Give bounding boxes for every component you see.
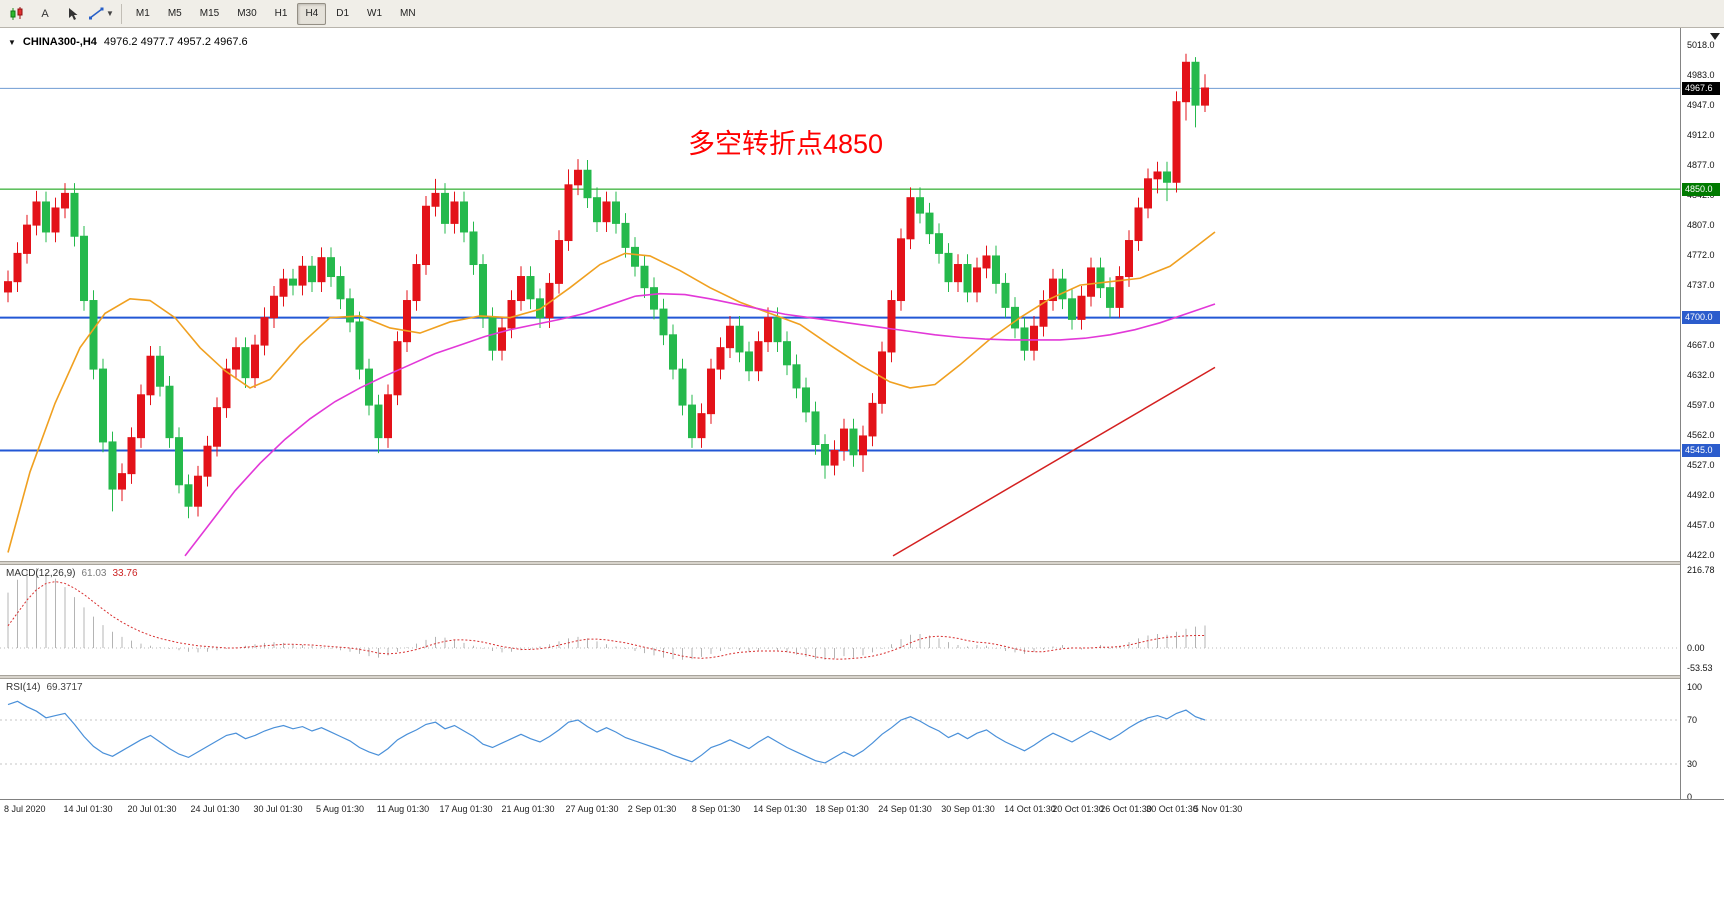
price-tick: 4737.0	[1687, 280, 1715, 291]
time-tick: 20 Jul 01:30	[127, 804, 177, 814]
timeframe-button-M5[interactable]: M5	[167, 8, 182, 19]
text-tool-button[interactable]: A	[32, 2, 58, 26]
price-tick: 4422.0	[1687, 550, 1715, 561]
rsi-axis-tick: 100	[1687, 682, 1703, 692]
macd-signal-value: 33.76	[112, 568, 138, 579]
timeframe-group: M1 M5 M15 M30 H1 H4 D1 W1 MN	[127, 2, 425, 25]
time-tick: 30 Oct 01:30	[1146, 804, 1198, 814]
macd-label: MACD(12,26,9) 61.03 33.76	[6, 568, 138, 579]
macd-axis-tick: 216.78	[1687, 565, 1715, 575]
time-tick: 5 Aug 01:30	[315, 804, 365, 814]
price-tick: 4667.0	[1687, 340, 1715, 351]
price-tick: 4912.0	[1687, 130, 1715, 141]
chevron-down-icon: ▼	[106, 9, 114, 18]
timeframe-button-M15[interactable]: M15	[199, 8, 220, 19]
macd-axis-tick: -53.53	[1687, 662, 1713, 673]
time-axis[interactable]: 8 Jul 2020 14 Jul 01:30 20 Jul 01:30 24 Jul…	[0, 799, 1724, 820]
macd-canvas	[0, 568, 1680, 660]
time-tick: 30 Sep 01:30	[941, 804, 995, 814]
time-tick: 30 Jul 01:30	[253, 804, 303, 814]
rsi-pane[interactable]: RSI(14) 69.3717	[0, 679, 1680, 799]
chart-title: ▼ CHINA300-,H4 4976.2 4977.7 4957.2 4967…	[8, 36, 248, 48]
timeframe-button-H4[interactable]: H4	[297, 2, 327, 25]
rsi-axis-tick: 0	[1687, 792, 1693, 802]
main-chart-pane[interactable]: ▼ CHINA300-,H4 4976.2 4977.7 4957.2 4967…	[0, 28, 1680, 561]
timeframe-button-W1[interactable]: W1	[367, 8, 383, 19]
time-tick: 2 Sep 01:30	[627, 804, 677, 814]
pane-resize-handle[interactable]	[0, 675, 1724, 679]
rsi-canvas	[0, 700, 1680, 765]
rsi-value: 69.3717	[46, 682, 83, 693]
time-tick: 8 Sep 01:30	[691, 804, 741, 814]
rsi-axis-tick: 70	[1687, 715, 1698, 725]
time-tick: 27 Aug 01:30	[565, 804, 619, 814]
cursor-tool-button[interactable]	[60, 2, 86, 26]
ohlc-values: 4976.2 4977.7 4957.2 4967.6	[103, 36, 248, 48]
toolbar-separator	[120, 3, 122, 24]
price-tick: 4562.0	[1687, 430, 1715, 441]
rsi-name: RSI(14)	[6, 682, 41, 693]
time-tick: 21 Aug 01:30	[501, 804, 555, 814]
price-tick: 4772.0	[1687, 250, 1715, 261]
chart-shift-icon[interactable]	[1710, 33, 1720, 40]
time-tick: 14 Jul 01:30	[63, 804, 113, 814]
rsi-label: RSI(14) 69.3717	[6, 682, 83, 693]
macd-axis-tick: 0.00	[1687, 643, 1705, 653]
timeframe-button-MN[interactable]: MN	[400, 8, 416, 19]
timeframe-button-M1[interactable]: M1	[135, 8, 150, 19]
timeframe-button-D1[interactable]: D1	[336, 8, 350, 19]
chart-text-annotation[interactable]: 多空转折点4850	[688, 129, 884, 159]
time-tick: 24 Jul 01:30	[190, 804, 240, 814]
price-tick: 4807.0	[1687, 220, 1715, 231]
price-tick: 4492.0	[1687, 490, 1715, 501]
price-tick: 4527.0	[1687, 460, 1715, 471]
price-tick: 5018.0	[1687, 39, 1715, 50]
time-tick: 14 Sep 01:30	[753, 804, 807, 814]
macd-pane[interactable]: MACD(12,26,9) 61.03 33.76	[0, 565, 1680, 675]
timeframe-button-H1[interactable]: H1	[274, 8, 288, 19]
time-tick: 18 Sep 01:30	[815, 804, 869, 814]
price-tick: 4877.0	[1687, 160, 1715, 171]
current-price-badge: 4967.6	[1682, 81, 1720, 95]
cursor-icon	[67, 7, 79, 21]
chart-dropdown-icon[interactable]: ▼	[8, 37, 16, 47]
candlestick-chart-icon	[9, 6, 25, 21]
toolbar: A ▼ M1 M5 M15 M30 H1 H4 D1 W1 MN	[0, 0, 1724, 28]
candlestick-chart-canvas	[0, 53, 1680, 557]
time-tick: 17 Aug 01:30	[439, 804, 493, 814]
time-tick: 24 Sep 01:30	[878, 804, 932, 814]
price-tick: 4457.0	[1687, 520, 1715, 531]
price-tick: 4947.0	[1687, 100, 1715, 111]
price-tick: 4983.0	[1687, 69, 1715, 80]
timeframe-button-M30[interactable]: M30	[237, 8, 257, 19]
price-tick: 4597.0	[1687, 400, 1715, 411]
price-level-badge: 4545.0	[1682, 444, 1720, 457]
price-tick: 4632.0	[1687, 370, 1715, 381]
text-tool-label: A	[41, 7, 49, 20]
drawing-tools-button[interactable]: ▼	[88, 2, 115, 26]
chart-type-button[interactable]	[4, 2, 30, 26]
macd-name: MACD(12,26,9)	[6, 568, 76, 579]
rsi-axis-tick: 30	[1687, 759, 1698, 769]
price-level-badge: 4700.0	[1682, 311, 1720, 325]
time-tick: 8 Jul 2020	[4, 804, 46, 814]
symbol-timeframe-label: CHINA300-,H4	[22, 36, 97, 48]
pane-resize-handle[interactable]	[0, 561, 1724, 565]
time-tick: 11 Aug 01:30	[376, 804, 430, 814]
time-tick: 20 Oct 01:30	[1052, 804, 1104, 814]
time-tick: 26 Oct 01:30	[1100, 804, 1152, 814]
macd-main-value: 61.03	[81, 568, 107, 579]
trendline-tool-icon	[89, 7, 104, 20]
price-scale[interactable]: 5018.04983.04947.04912.04877.04842.04807…	[1680, 28, 1724, 802]
time-tick: 5 Nov 01:30	[1193, 804, 1243, 814]
time-tick: 14 Oct 01:30	[1004, 804, 1056, 814]
price-level-badge: 4850.0	[1682, 182, 1720, 196]
